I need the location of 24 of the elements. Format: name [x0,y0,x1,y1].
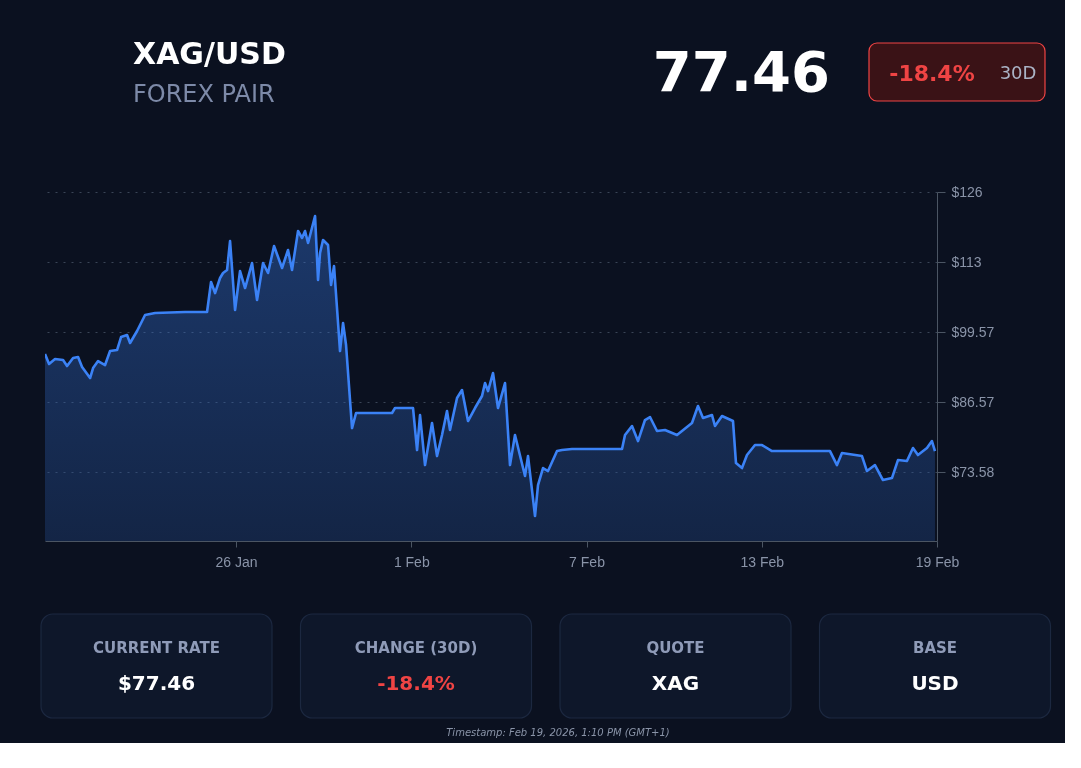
x-tick-label: 7 Feb [569,553,606,570]
chart-title: XAG/USD [133,36,286,71]
text: QUOTE [646,639,705,657]
text: -18.4% [889,61,975,86]
y-tick-label: $86.57 [951,393,995,410]
y-tick-label: $126 [951,183,983,200]
text: XAG [651,671,700,695]
text: USD [911,671,959,695]
text: Timestamp: Feb 19, 2026, 1:10 PM (GMT+1) [446,727,670,738]
y-tick-label: $113 [951,253,982,270]
x-tick-label: 13 Feb [740,553,785,570]
text: $77.46 [117,671,196,695]
text: 30D [999,62,1037,83]
text: BASE [912,639,958,657]
x-tick-label: 26 Jan [215,553,258,570]
text: CHANGE (30D) [354,639,478,657]
x-tick-label: 19 Feb [915,553,960,570]
text: 77.46 [652,39,830,104]
text: CURRENT RATE [92,639,221,657]
x-tick-label: 1 Feb [393,553,430,570]
y-tick-label: $99.57 [951,323,995,340]
y-tick-label: $73.58 [951,463,995,480]
text: -18.4% [377,671,455,695]
chart-subtitle: FOREX PAIR [133,80,275,108]
